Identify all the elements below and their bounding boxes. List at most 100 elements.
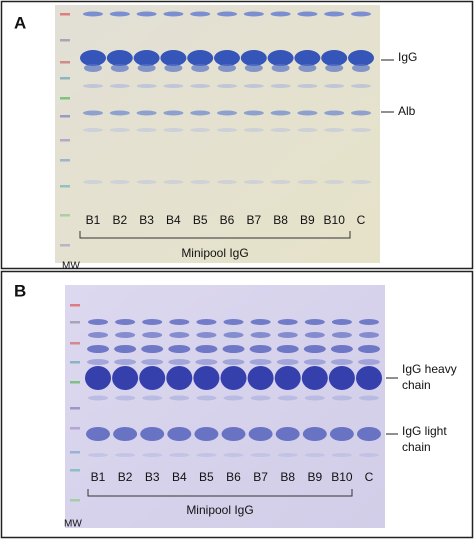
band: [87, 359, 109, 365]
bracket-label: Minipool IgG: [181, 246, 248, 260]
band: [163, 128, 184, 132]
band: [277, 319, 298, 325]
band: [297, 110, 318, 116]
marker-band: [70, 407, 80, 410]
band: [243, 11, 264, 17]
band: [140, 427, 165, 441]
band: [114, 345, 137, 353]
band: [109, 11, 130, 17]
band: [351, 84, 371, 88]
lane-label: B1: [86, 213, 101, 227]
band: [196, 395, 217, 401]
band: [113, 427, 138, 441]
band: [115, 453, 136, 457]
band: [356, 366, 382, 390]
lane-label: B7: [246, 213, 261, 227]
band: [328, 366, 355, 390]
band: [88, 319, 108, 325]
band-label: IgG light: [402, 424, 447, 438]
band: [297, 128, 318, 132]
marker-band: [60, 214, 70, 217]
band: [324, 84, 345, 88]
band: [243, 110, 264, 116]
band: [330, 345, 353, 353]
lane-label: B5: [199, 470, 214, 484]
band: [195, 359, 218, 365]
band: [190, 128, 211, 132]
lane-label: B8: [273, 213, 288, 227]
band: [169, 319, 190, 325]
band: [166, 366, 193, 390]
band: [109, 180, 130, 184]
band: [109, 84, 130, 88]
band-label: Alb: [398, 104, 416, 118]
band: [83, 128, 103, 132]
band: [115, 332, 136, 338]
band: [168, 359, 191, 365]
panel-label: B: [14, 281, 26, 300]
band: [164, 64, 183, 72]
band: [137, 64, 156, 72]
lane-label: B6: [226, 470, 241, 484]
band: [217, 84, 237, 88]
band: [115, 319, 136, 325]
band: [250, 453, 271, 457]
gel-a: [55, 5, 380, 263]
band: [302, 427, 327, 441]
band: [351, 180, 371, 184]
marker-band: [70, 304, 80, 307]
band: [115, 395, 136, 401]
band: [169, 395, 190, 401]
band: [83, 180, 103, 184]
marker-band: [70, 427, 80, 430]
band: [304, 319, 325, 325]
band: [297, 11, 318, 17]
band-label: IgG: [398, 50, 417, 64]
band: [217, 110, 237, 116]
band: [270, 128, 291, 132]
band: [141, 359, 164, 365]
lane-label: B7: [253, 470, 268, 484]
band: [329, 427, 354, 441]
bracket: [79, 231, 351, 239]
marker-label: MW: [64, 519, 82, 530]
marker-band: [60, 185, 70, 188]
band: [190, 11, 211, 17]
band: [196, 453, 217, 457]
band: [141, 345, 164, 353]
band: [139, 366, 166, 390]
bracket-label: Minipool IgG: [186, 503, 253, 517]
band: [196, 319, 217, 325]
band: [270, 110, 291, 116]
band: [217, 180, 237, 184]
marker-band: [60, 244, 70, 247]
band: [223, 395, 244, 401]
band: [84, 64, 102, 72]
lane-label: C: [357, 213, 366, 227]
band: [106, 50, 133, 66]
band: [331, 332, 352, 338]
marker-band: [70, 361, 80, 364]
lane-label: B2: [118, 470, 133, 484]
lane-label: B9: [307, 470, 322, 484]
lane-label: B10: [324, 213, 346, 227]
marker-band: [60, 13, 70, 16]
band: [190, 180, 211, 184]
band: [357, 427, 381, 441]
band: [304, 395, 325, 401]
band: [223, 332, 244, 338]
band: [277, 453, 298, 457]
band: [250, 332, 271, 338]
lane-label: B3: [145, 470, 160, 484]
band: [243, 128, 264, 132]
band: [109, 110, 130, 116]
band: [250, 319, 271, 325]
band: [249, 359, 272, 365]
lane-label: B4: [172, 470, 187, 484]
band: [142, 319, 163, 325]
band: [109, 128, 130, 132]
band: [303, 345, 326, 353]
band: [330, 359, 353, 365]
band: [276, 345, 299, 353]
band: [163, 110, 184, 116]
